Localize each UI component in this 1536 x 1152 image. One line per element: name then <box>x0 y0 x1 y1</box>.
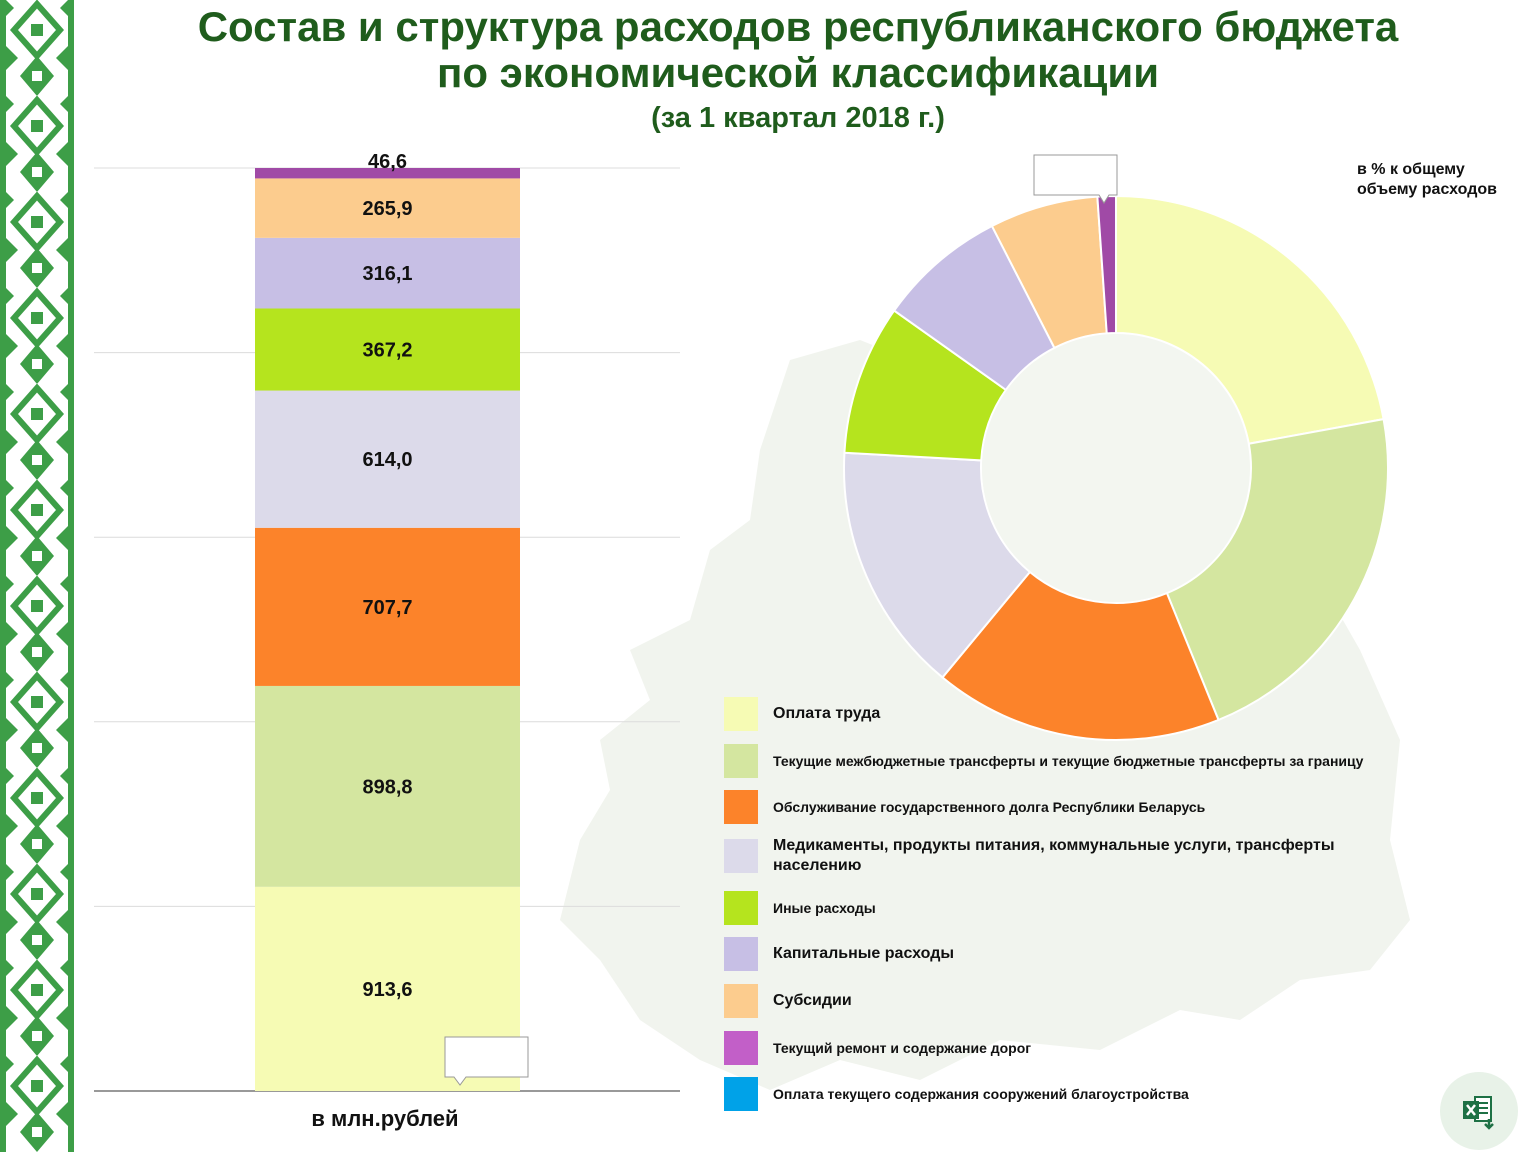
bar-value-label: 46,6 <box>368 151 407 173</box>
donut-slice <box>1165 417 1389 722</box>
legend-swatch <box>724 839 758 873</box>
empty-callout <box>1033 154 1118 204</box>
bar-segment <box>255 308 520 391</box>
legend-item: Капитальные расходы <box>724 937 1424 971</box>
legend-swatch <box>724 790 758 824</box>
legend-item: Текущий ремонт и содержание дорог <box>724 1031 1424 1065</box>
excel-download-button[interactable] <box>1440 1072 1518 1150</box>
bar-segment <box>255 685 520 887</box>
legend-swatch <box>724 1077 758 1111</box>
bar-value-label: 614,0 <box>362 449 412 471</box>
legend-item: Иные расходы <box>724 891 1424 925</box>
bar-segment <box>255 178 520 238</box>
donut-slice <box>941 570 1220 741</box>
ornament-border <box>0 0 74 1152</box>
legend-swatch <box>724 1031 758 1065</box>
bar-value-label: 316,1 <box>362 263 412 285</box>
legend-label: Медикаменты, продукты питания, коммуналь… <box>773 837 1335 874</box>
chart-title: Состав и структура расходов республиканс… <box>90 4 1506 138</box>
bar-segment <box>255 527 520 686</box>
legend-swatch <box>724 984 758 1018</box>
empty-callout <box>444 1036 529 1086</box>
legend-swatch <box>724 744 758 778</box>
legend-label: Текущие межбюджетные трансферты и текущи… <box>773 753 1364 769</box>
bar-value-label: 707,7 <box>362 597 412 619</box>
bar-segment <box>255 237 520 309</box>
title-line-2: по экономической классификации <box>436 49 1160 96</box>
donut-hole <box>982 334 1250 602</box>
legend-item: Субсидии <box>724 984 1424 1018</box>
legend-label: Оплата труда <box>773 705 881 722</box>
legend-item: Медикаменты, продукты питания, коммуналь… <box>724 836 1424 876</box>
title-line-1: Состав и структура расходов республиканс… <box>197 3 1399 50</box>
legend-swatch <box>724 891 758 925</box>
donut-chart <box>843 154 1389 741</box>
legend-item: Оплата текущего содержания сооружений бл… <box>724 1077 1424 1111</box>
legend-label: Обслуживание государственного долга Респ… <box>773 799 1206 815</box>
bar-value-label: 898,8 <box>362 776 412 798</box>
donut-slice <box>1115 194 1385 445</box>
legend-label: Капитальные расходы <box>773 945 955 962</box>
excel-download-icon <box>1463 1096 1494 1130</box>
bar-value-label: 367,2 <box>362 340 412 362</box>
chart-subtitle: (за 1 квартал 2018 г.) <box>651 102 945 134</box>
legend-label: Оплата текущего содержания сооружений бл… <box>773 1086 1189 1102</box>
bar-value-label: 265,9 <box>362 198 412 220</box>
legend-label: Иные расходы <box>773 900 876 916</box>
legend-swatch <box>724 697 758 731</box>
unit-label: в млн.рублей <box>311 1106 459 1131</box>
legend-item: Оплата труда <box>724 697 1424 731</box>
legend-item: Обслуживание государственного долга Респ… <box>724 790 1424 824</box>
bar-value-label: 913,6 <box>362 979 412 1001</box>
bar-segment <box>255 390 520 528</box>
percent-note: в % к общему объему расходов <box>1357 161 1497 198</box>
stacked-bar-chart: 913,6 898,8 707,7 614,0 367,2 316,1 265,9 46,6 <box>94 151 680 1092</box>
legend-label: Текущий ремонт и содержание дорог <box>773 1040 1032 1056</box>
legend-swatch <box>724 937 758 971</box>
bar-segment <box>255 168 520 179</box>
legend-label: Субсидии <box>773 992 852 1009</box>
donut-slice <box>843 451 1032 679</box>
legend-item: Текущие межбюджетные трансферты и текущи… <box>724 744 1424 778</box>
